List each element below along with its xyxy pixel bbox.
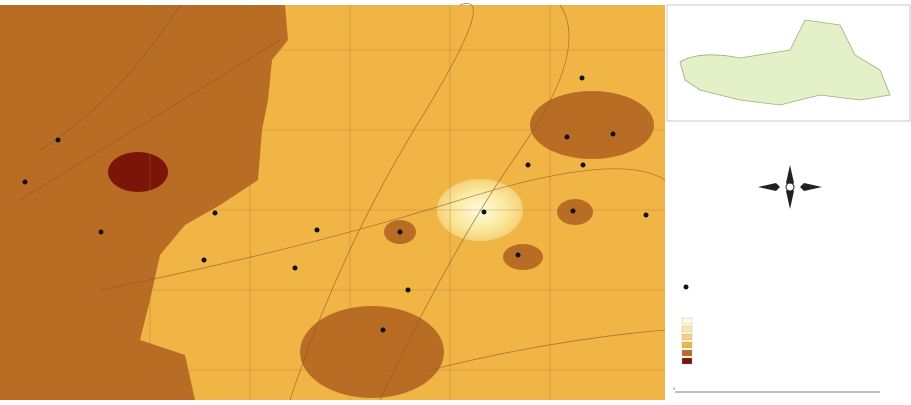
zone-high [530,91,654,159]
zone-high [300,306,444,398]
zone-high [503,244,543,270]
zone-highest [108,152,168,192]
legend [681,284,693,365]
locator-map [666,4,911,122]
scale-bar: 0 [673,386,880,393]
north-arrow [758,165,822,209]
zone-high [0,5,288,400]
grid [0,5,665,400]
wells [22,75,649,333]
scale-label: 0 [673,386,676,391]
main-map [0,3,666,401]
locator-region [679,19,891,106]
roads [19,3,666,401]
